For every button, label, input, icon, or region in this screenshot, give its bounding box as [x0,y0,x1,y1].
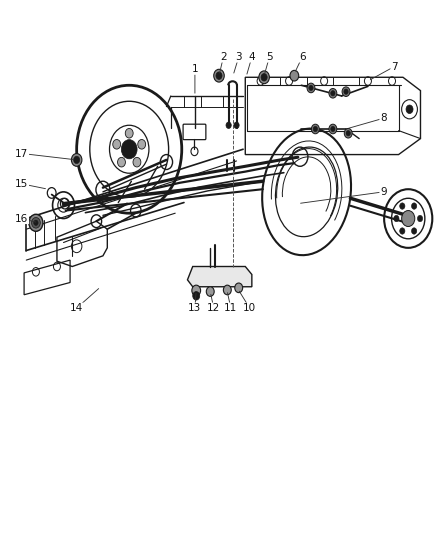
Circle shape [402,211,415,227]
Circle shape [192,285,201,296]
Circle shape [329,88,337,98]
Circle shape [417,215,423,222]
Text: 13: 13 [188,303,201,313]
Circle shape [342,87,350,96]
Circle shape [223,285,231,295]
Text: 4: 4 [248,52,255,62]
Text: 5: 5 [266,52,273,62]
Circle shape [329,124,337,134]
Circle shape [125,128,133,138]
Circle shape [309,85,313,91]
Circle shape [138,140,146,149]
Circle shape [29,214,43,231]
Circle shape [344,89,348,94]
Circle shape [331,91,335,96]
Text: 10: 10 [243,303,256,313]
Circle shape [71,154,82,166]
Text: 2: 2 [220,52,227,62]
Circle shape [400,228,405,234]
Text: 6: 6 [299,52,306,62]
Circle shape [311,124,319,134]
Circle shape [206,287,214,296]
Circle shape [234,122,239,128]
Circle shape [412,203,417,209]
Circle shape [133,157,141,167]
Text: 8: 8 [380,114,387,123]
Text: 3: 3 [235,52,242,62]
Circle shape [344,128,352,138]
Text: 11: 11 [224,303,237,313]
Circle shape [113,140,120,149]
Text: 15: 15 [15,179,28,189]
Circle shape [193,292,200,300]
Circle shape [261,74,267,81]
Circle shape [346,131,350,136]
Polygon shape [187,266,252,287]
Circle shape [235,283,243,293]
Circle shape [214,69,224,82]
Circle shape [313,126,318,132]
Text: 14: 14 [70,303,83,313]
Text: 1: 1 [191,64,198,74]
Circle shape [400,203,405,209]
Circle shape [412,228,417,234]
Circle shape [34,220,38,225]
Circle shape [290,70,299,81]
Circle shape [331,126,335,132]
Text: 16: 16 [15,214,28,223]
Text: 12: 12 [207,303,220,313]
Circle shape [259,71,269,84]
Circle shape [216,72,222,79]
Circle shape [121,140,137,159]
Circle shape [32,217,40,228]
Circle shape [117,157,125,167]
Text: 9: 9 [380,187,387,197]
Circle shape [74,156,80,164]
Circle shape [394,215,399,222]
Text: 17: 17 [15,149,28,158]
Circle shape [226,122,231,128]
Circle shape [307,83,315,93]
Text: 7: 7 [391,62,398,71]
Circle shape [406,105,413,114]
